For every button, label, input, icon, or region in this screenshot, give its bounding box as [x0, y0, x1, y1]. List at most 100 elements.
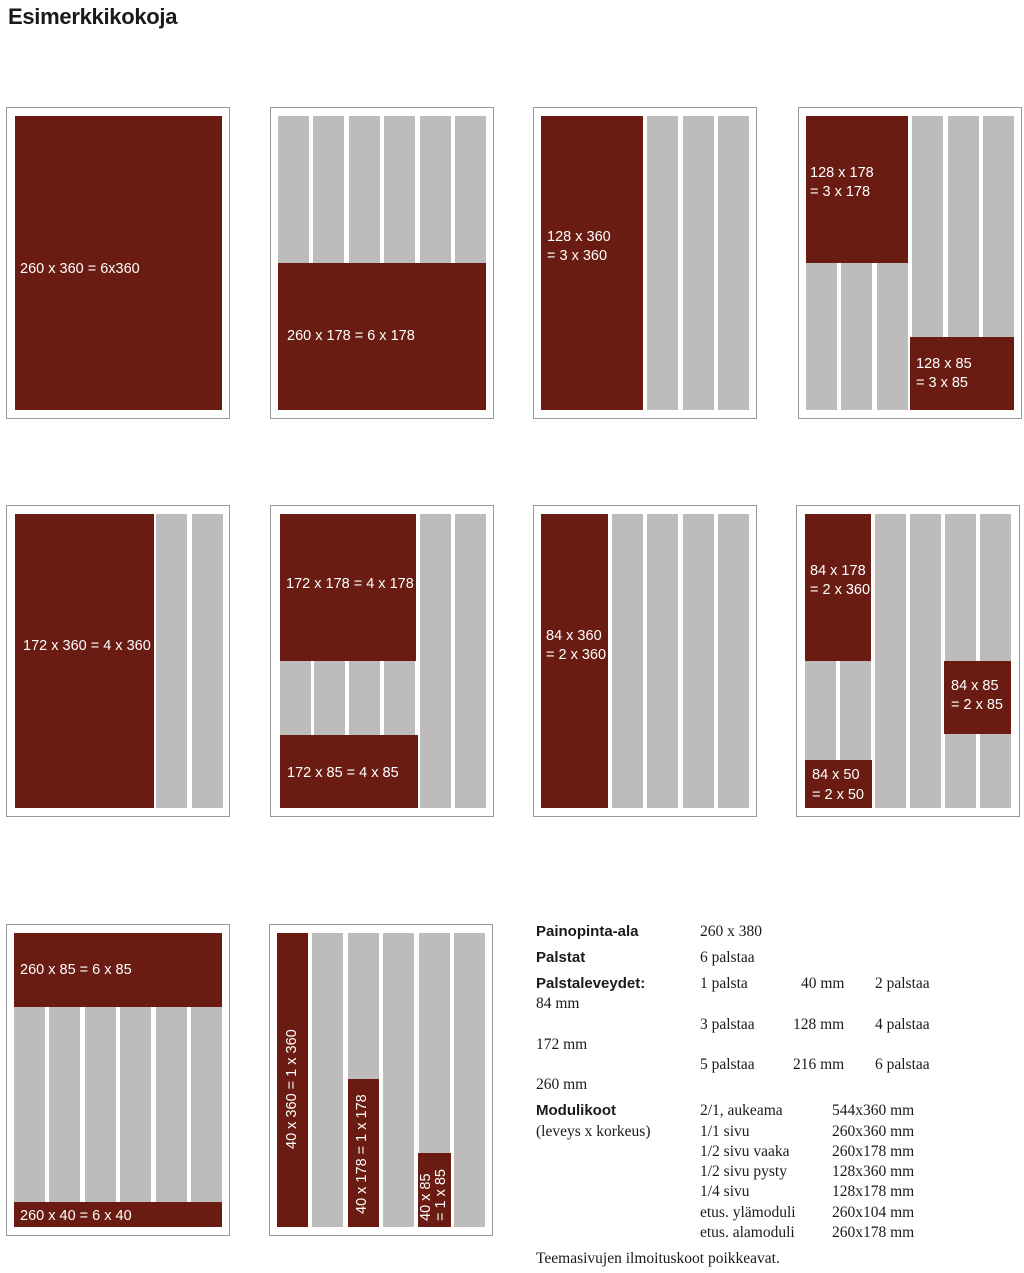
ad-label: 172 x 85 = 4 x 85 — [287, 765, 399, 781]
module-size: 260x104 mm — [832, 1204, 915, 1221]
spec-width-cell: 6 palstaa — [875, 1056, 930, 1073]
ad-label: = 3 x 178 — [810, 184, 871, 200]
module-size: 128x360 mm — [832, 1163, 915, 1180]
ad-block-84x178 — [805, 514, 871, 661]
spec-width-cell: 172 mm — [536, 1036, 588, 1053]
ad-label-vertical: 40 x 360 = 1 x 360 — [284, 1029, 300, 1149]
layout-panel-half-horizontal: 260 x 178 = 6 x 178 — [270, 107, 494, 419]
ad-label: 84 x 178 — [810, 563, 866, 579]
spec-width-cell: 4 palstaa — [875, 1016, 930, 1033]
ad-block-172x178 — [280, 514, 416, 661]
ad-label: 260 x 178 = 6 x 178 — [287, 328, 415, 344]
column — [454, 933, 485, 1227]
module-name: 1/1 sivu — [700, 1123, 750, 1140]
ad-label: = 2 x 85 — [951, 697, 1003, 713]
module-name: 1/4 sivu — [700, 1183, 750, 1200]
spec-width-cell: 2 palstaa — [875, 975, 930, 992]
column — [718, 514, 749, 808]
module-size: 128x178 mm — [832, 1183, 915, 1200]
layout-panel-half-vertical: 128 x 360 = 3 x 360 — [533, 107, 757, 419]
ad-label-vertical: = 1 x 85 — [433, 1169, 449, 1221]
ad-label: 260 x 85 = 6 x 85 — [20, 962, 132, 978]
ad-label: 128 x 360 — [547, 229, 611, 245]
module-size: 260x178 mm — [832, 1143, 915, 1160]
layout-panel-4-columns-partial: 172 x 178 = 4 x 178 172 x 85 = 4 x 85 — [270, 505, 494, 817]
ad-block-40x85 — [418, 1153, 451, 1227]
ad-block-128x360 — [541, 116, 643, 410]
column — [718, 116, 749, 410]
spec-width-cell: 3 palstaa — [700, 1016, 755, 1033]
spec-modulikoot-sub: (leveys x korkeus) — [536, 1123, 651, 1140]
ad-label: = 3 x 85 — [916, 375, 968, 391]
column — [683, 514, 714, 808]
module-size: 260x178 mm — [832, 1224, 915, 1241]
ad-label: 172 x 178 = 4 x 178 — [286, 576, 414, 592]
spec-width-cell: 260 mm — [536, 1076, 588, 1093]
ad-block-84x50 — [805, 760, 872, 808]
ad-label: = 2 x 360 — [810, 582, 871, 598]
ad-block-128x178 — [806, 116, 908, 263]
module-size: 260x360 mm — [832, 1123, 915, 1140]
column — [383, 933, 414, 1227]
ad-block-40x178 — [348, 1079, 379, 1227]
layout-panel-horizontal-strips: 260 x 85 = 6 x 85 260 x 40 = 6 x 40 — [6, 924, 230, 1236]
ad-block-84x85 — [944, 661, 1011, 734]
column — [612, 514, 643, 808]
ad-block-260x360 — [15, 116, 222, 410]
ad-label: 260 x 360 = 6x360 — [20, 261, 140, 277]
column — [192, 514, 223, 808]
layout-panel-single-columns: 40 x 360 = 1 x 360 40 x 178 = 1 x 178 40… — [269, 924, 493, 1236]
page-title: Esimerkkikokoja — [8, 4, 178, 29]
ad-label: 128 x 85 — [916, 356, 972, 372]
module-name: etus. alamoduli — [700, 1224, 795, 1241]
spec-palstat-label: Palstat — [536, 949, 586, 966]
ad-block-40x360 — [277, 933, 308, 1227]
ad-block-260x85 — [14, 933, 222, 1007]
ad-block-128x85 — [910, 337, 1014, 410]
spec-width-cell: 40 mm — [801, 975, 845, 992]
column — [647, 116, 678, 410]
ad-block-172x360 — [15, 514, 154, 808]
column — [683, 116, 714, 410]
spec-width-cell: 84 mm — [536, 995, 580, 1012]
spec-painopinta-label: Painopinta-ala — [536, 923, 639, 940]
spec-width-cell: 216 mm — [793, 1056, 845, 1073]
ad-label: 128 x 178 — [810, 165, 874, 181]
module-name: 1/2 sivu vaaka — [700, 1143, 790, 1160]
ad-label-vertical: 40 x 85 — [418, 1173, 434, 1221]
spec-modulikoot-label: Modulikoot — [536, 1102, 616, 1119]
ad-block-172x85 — [280, 735, 418, 808]
layout-panel-small-modules: 84 x 178 = 2 x 360 84 x 85 = 2 x 85 84 x… — [796, 505, 1020, 817]
spec-painopinta-value: 260 x 380 — [700, 923, 762, 940]
module-name: 1/2 sivu pysty — [700, 1163, 787, 1180]
ad-label: 84 x 50 — [812, 767, 860, 783]
layout-panel-4-columns: 172 x 360 = 4 x 360 — [6, 505, 230, 817]
ad-block-84x360 — [541, 514, 608, 808]
module-size: 544x360 mm — [832, 1102, 915, 1119]
module-name: etus. ylämoduli — [700, 1204, 796, 1221]
column — [647, 514, 678, 808]
layout-panel-quarter: 128 x 178 = 3 x 178 128 x 85 = 3 x 85 — [798, 107, 1022, 419]
ad-label: 172 x 360 = 4 x 360 — [23, 638, 151, 654]
column — [420, 514, 451, 808]
spec-palstaleveydet-label: Palstaleveydet: — [536, 975, 646, 992]
footnote: Teemasivujen ilmoituskoot poikkeavat. — [536, 1250, 780, 1267]
spec-palstat-value: 6 palstaa — [700, 949, 755, 966]
layout-panel-2-columns: 84 x 360 = 2 x 360 — [533, 505, 757, 817]
ad-label: = 3 x 360 — [547, 248, 608, 264]
ad-label: 84 x 360 — [546, 628, 602, 644]
column — [156, 514, 187, 808]
column — [910, 514, 941, 808]
module-name: 2/1, aukeama — [700, 1102, 783, 1119]
ad-label-vertical: 40 x 178 = 1 x 178 — [354, 1094, 370, 1214]
spec-width-cell: 1 palsta — [700, 975, 748, 992]
ad-label: = 2 x 50 — [812, 787, 864, 803]
ad-block-260x178 — [278, 263, 486, 410]
spec-width-cell: 5 palstaa — [700, 1056, 755, 1073]
ad-block-260x40 — [14, 1202, 222, 1227]
ad-label: = 2 x 360 — [546, 647, 607, 663]
column — [455, 514, 486, 808]
ad-label: 260 x 40 = 6 x 40 — [20, 1208, 132, 1224]
column — [875, 514, 906, 808]
column — [312, 933, 343, 1227]
